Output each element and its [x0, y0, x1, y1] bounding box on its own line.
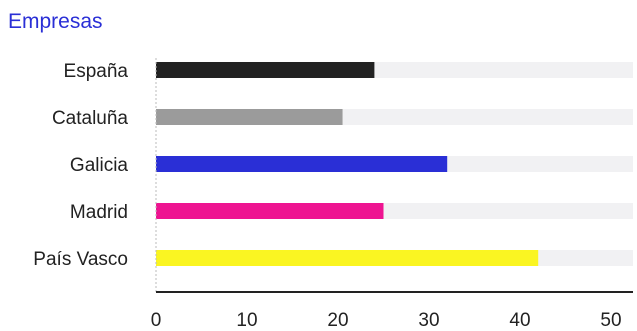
bar-pa-s-vasco [156, 250, 539, 266]
category-label: Madrid [70, 202, 128, 223]
category-label: País Vasco [33, 249, 128, 270]
bar-madrid [156, 203, 384, 219]
category-labels: España Cataluña Galicia Madrid País Vasco [33, 61, 128, 270]
bar-galicia [156, 156, 448, 172]
category-label: Galicia [70, 155, 129, 176]
chart-title: Empresas [8, 10, 103, 33]
x-tick-label: 30 [418, 310, 439, 331]
bars [156, 62, 539, 266]
x-tick-label: 40 [509, 310, 530, 331]
bar-espa-a [156, 62, 375, 78]
category-label: Cataluña [52, 108, 128, 129]
x-tick-label: 50 [600, 310, 621, 331]
x-tick-label: 10 [236, 310, 257, 331]
category-label: España [64, 61, 129, 82]
x-tick-label: 0 [151, 310, 162, 331]
bar-catalu-a [156, 109, 343, 125]
x-tick-label: 20 [327, 310, 348, 331]
x-tick-labels: 0 10 20 30 40 50 [151, 310, 622, 331]
